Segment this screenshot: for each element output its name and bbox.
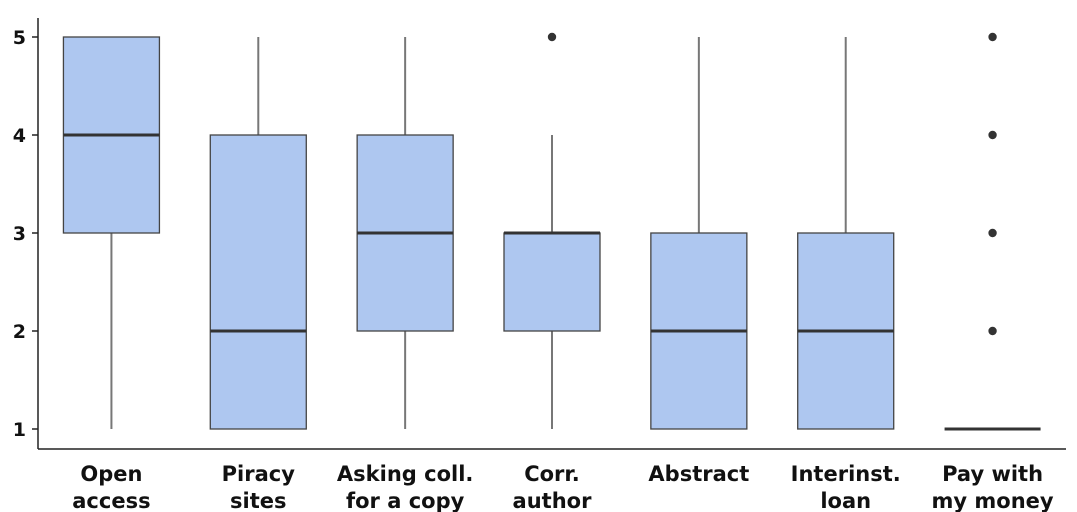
y-tick-label-3: 3 [13, 223, 26, 245]
x-category-label-3: Corr. author [513, 462, 593, 512]
x-category-label-line: Corr. [524, 462, 580, 486]
x-category-label-line: Interinst. [791, 462, 901, 486]
box-group-0 [62, 36, 161, 429]
box-rect [209, 134, 307, 430]
x-category-label-line: access [72, 489, 150, 512]
x-category-label-line: Pay with [942, 462, 1043, 486]
x-category-label-line: Piracy [222, 462, 296, 486]
box-group-6 [944, 32, 1041, 431]
axes-layer [32, 18, 1066, 450]
x-category-label-6: Pay with my money [932, 462, 1054, 512]
outlier-point-3 [988, 32, 997, 42]
y-tick-label-2: 2 [13, 321, 26, 343]
outlier-point-0 [988, 326, 997, 336]
x-category-label-line: author [513, 489, 593, 512]
outlier-point-0 [547, 32, 557, 42]
labels-layer: 1 2 3 4 5 Open access Piracy sites Asking coll. fo… [13, 27, 1054, 512]
boxes-layer [62, 32, 1041, 431]
box-rect [503, 232, 601, 332]
x-category-label-line: Asking coll. [337, 462, 473, 486]
x-category-label-line: for a copy [346, 489, 465, 512]
box-group-1 [209, 37, 307, 430]
x-category-label-0: Open access [72, 462, 150, 512]
x-category-label-line: my money [932, 489, 1054, 512]
x-category-label-5: Interinst. loan [791, 462, 901, 512]
box-group-2 [356, 37, 454, 429]
box-group-3 [503, 32, 601, 429]
outlier-point-2 [988, 130, 997, 140]
box-group-5 [797, 37, 895, 430]
x-category-label-4: Abstract [648, 462, 749, 486]
y-tick-label-1: 1 [13, 419, 26, 441]
x-category-label-line: Open [80, 462, 142, 486]
x-category-label-line: loan [820, 489, 871, 512]
x-category-label-2: Asking coll. for a copy [337, 462, 473, 512]
box-group-4 [650, 37, 748, 430]
outlier-point-1 [988, 228, 997, 238]
x-category-label-line: Abstract [648, 462, 749, 486]
x-category-label-line: sites [230, 489, 286, 512]
x-category-label-1: Piracy sites [222, 462, 296, 512]
y-tick-label-4: 4 [13, 125, 26, 147]
y-tick-label-5: 5 [13, 27, 26, 49]
